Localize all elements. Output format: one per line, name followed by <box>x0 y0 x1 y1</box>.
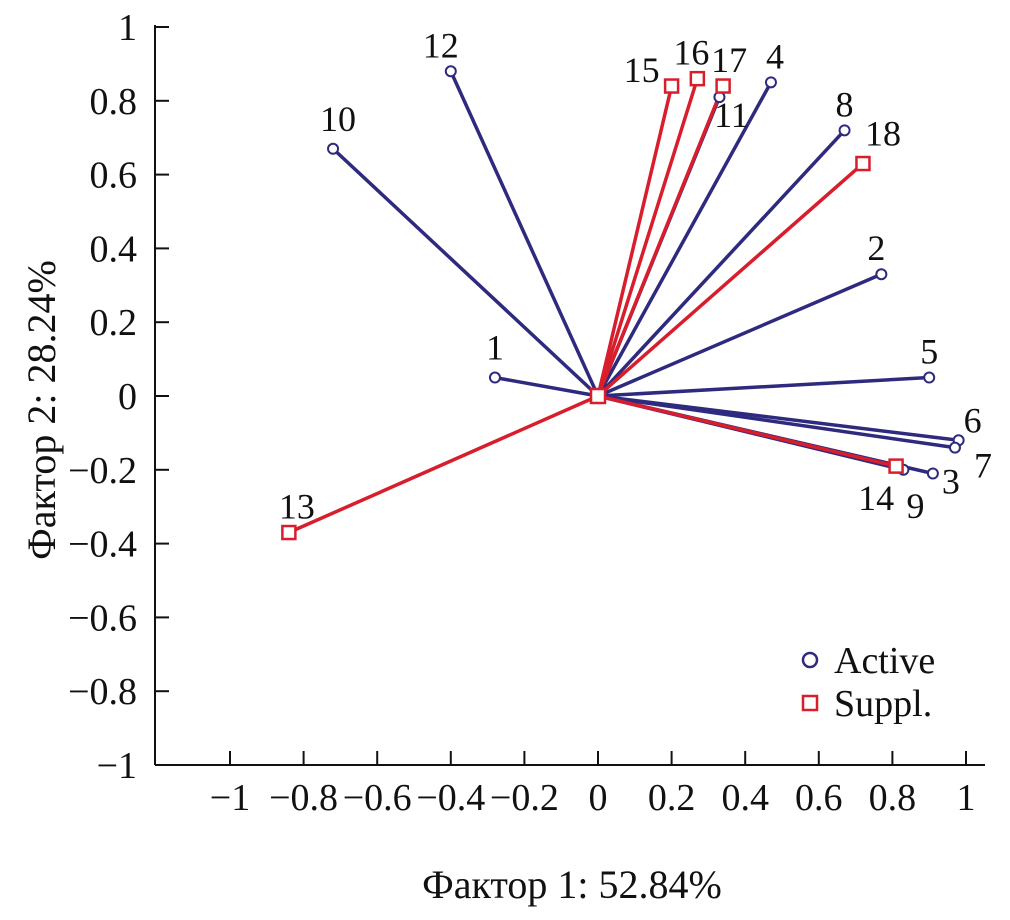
point-label: 2 <box>867 228 885 268</box>
point-label: 3 <box>942 461 960 501</box>
y-tick-label: −1 <box>97 745 137 787</box>
x-tick-label: −0.6 <box>343 777 412 819</box>
vector-line <box>287 394 600 535</box>
vector-line <box>596 394 898 468</box>
suppl-marker <box>855 155 871 172</box>
origin-marker <box>589 387 607 405</box>
y-tick-label: 0.8 <box>90 81 138 123</box>
active-marker <box>875 268 888 281</box>
active-marker <box>327 142 340 155</box>
x-tick-label: −1 <box>210 777 250 819</box>
active-marker <box>926 467 939 480</box>
markers <box>281 65 965 541</box>
active-marker <box>444 65 457 78</box>
x-tick-label: 1 <box>957 777 976 819</box>
y-tick-label: 1 <box>118 7 137 49</box>
x-tick-label: 0.2 <box>648 777 696 819</box>
vector-line <box>596 84 674 398</box>
vector-line <box>331 147 600 398</box>
point-label: 13 <box>279 487 315 527</box>
suppl-marker <box>715 78 731 94</box>
suppl-marker <box>689 70 706 87</box>
point-label: 12 <box>423 25 459 65</box>
point-label: 5 <box>920 332 938 372</box>
y-axis-title: Фактор 2: 28.24% <box>19 260 64 560</box>
y-tick-label: 0.6 <box>90 155 138 197</box>
vector-line <box>596 375 931 398</box>
point-label: 15 <box>624 50 660 90</box>
point-label: 11 <box>714 95 749 135</box>
vector-line <box>596 80 773 398</box>
vector-line <box>596 128 847 398</box>
point-label: 18 <box>865 114 901 154</box>
x-axis-title: Фактор 1: 52.84% <box>422 862 722 907</box>
x-tick-label: 0.8 <box>869 777 917 819</box>
point-label: 7 <box>974 446 992 486</box>
x-tick-label: 0 <box>589 777 608 819</box>
point-label: 9 <box>906 486 924 526</box>
vector-line <box>596 272 884 398</box>
suppl-marker <box>281 524 297 541</box>
active-marker <box>838 124 851 137</box>
y-tick-label: 0.4 <box>90 228 138 270</box>
x-tick-label: −0.8 <box>269 777 338 819</box>
active-marker <box>764 76 777 89</box>
point-label: 16 <box>673 33 709 73</box>
point-label: 8 <box>836 84 854 124</box>
vector-line <box>493 375 600 398</box>
y-tick-label: 0.2 <box>90 302 138 344</box>
vectors <box>287 69 961 535</box>
y-tick-label: −0.8 <box>68 671 137 713</box>
point-label: 10 <box>320 99 356 139</box>
point-label: 1 <box>486 328 504 368</box>
y-tick-label: −0.4 <box>68 524 137 566</box>
suppl-marker <box>888 458 904 474</box>
legend-active-marker <box>801 651 819 669</box>
suppl-marker <box>663 78 680 94</box>
y-tick-label: −0.6 <box>68 597 137 639</box>
vector-line <box>596 76 700 398</box>
legend-suppl-marker <box>801 694 819 712</box>
y-tick-label: −0.2 <box>68 450 137 492</box>
active-marker <box>948 441 961 454</box>
x-tick-label: 0.4 <box>721 777 769 819</box>
x-tick-label: −0.2 <box>490 777 559 819</box>
axes: 10.80.60.40.20−0.2−0.4−0.6−0.8−1−1 −0.8 −0… <box>68 7 985 819</box>
legend-label: Active <box>834 640 935 682</box>
x-tick-label: 0.6 <box>795 777 843 819</box>
legend-label: Suppl. <box>834 683 932 725</box>
vector-line <box>449 69 600 398</box>
y-tick-label: 0 <box>118 376 137 418</box>
vector-line <box>596 84 725 398</box>
x-tick-label: −0.4 <box>416 777 485 819</box>
point-label: 17 <box>711 40 747 80</box>
vector-line <box>596 161 865 398</box>
vector-line <box>596 394 957 450</box>
point-label: 14 <box>858 478 894 518</box>
active-marker <box>488 371 501 384</box>
active-marker <box>923 371 936 384</box>
point-label: 4 <box>766 36 784 76</box>
point-label: 6 <box>964 400 982 440</box>
